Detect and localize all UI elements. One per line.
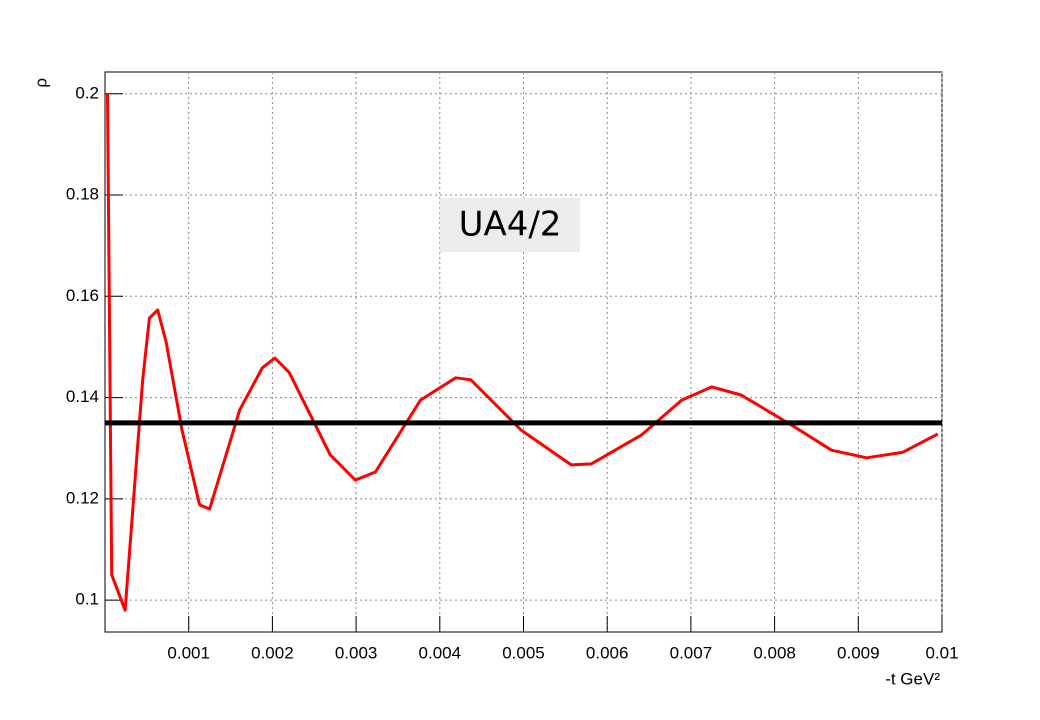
y-tick-label: 0.14: [66, 387, 99, 406]
x-tick-label: 0.01: [925, 643, 958, 662]
annotation-background: [440, 198, 580, 252]
y-tick-label: 0.1: [75, 590, 99, 609]
x-tick-label: 0.008: [753, 643, 796, 662]
annotation: UA4/2: [459, 205, 562, 245]
x-tick-label: 0.002: [251, 643, 294, 662]
x-axis-label: -t GeV²: [885, 669, 940, 688]
y-tick-label: 0.16: [66, 286, 99, 305]
x-tick-label: 0.004: [419, 643, 462, 662]
annotation-box: UA4/2: [440, 198, 580, 252]
x-tick-label: 0.001: [167, 643, 210, 662]
x-tick-label: 0.005: [502, 643, 545, 662]
x-tick-label: 0.003: [335, 643, 378, 662]
x-tick-label: 0.009: [837, 643, 880, 662]
y-tick-label: 0.2: [75, 83, 99, 102]
y-axis-label: ρ: [31, 78, 50, 88]
x-tick-label: 0.006: [586, 643, 629, 662]
y-tick-label: 0.12: [66, 488, 99, 507]
x-tick-label: 0.007: [670, 643, 713, 662]
y-tick-label: 0.18: [66, 185, 99, 204]
data-line: [106, 93, 939, 612]
